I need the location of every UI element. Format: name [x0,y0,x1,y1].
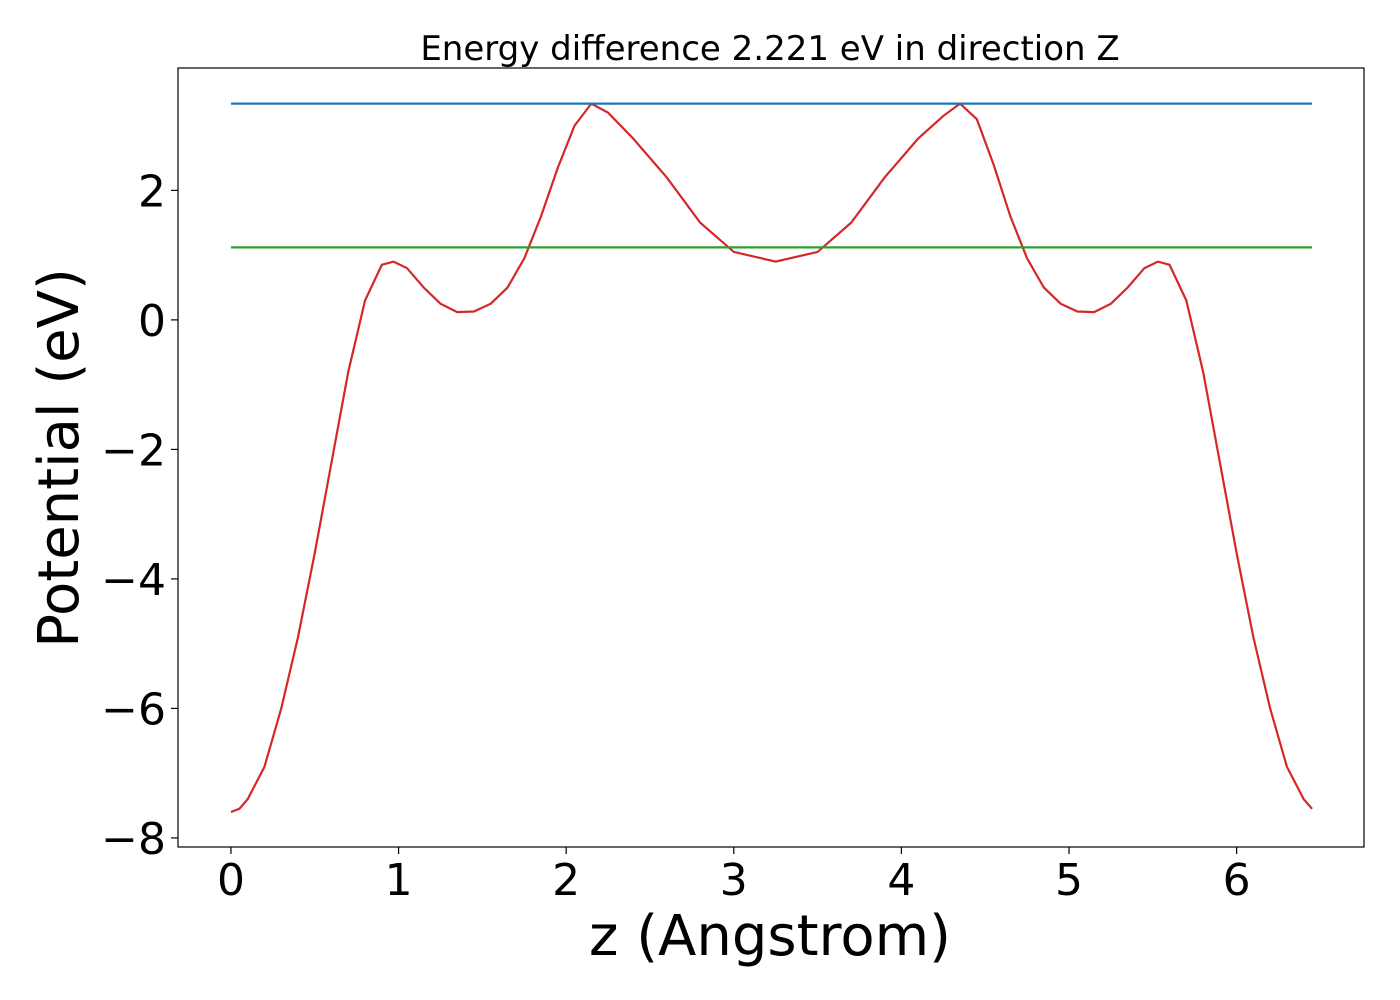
plot-frame [177,67,1365,848]
y-tick-label: 2 [138,166,166,217]
x-tick-label: 2 [552,855,580,906]
y-tick-label: −8 [101,814,166,865]
y-tick-label: −6 [101,684,166,735]
x-tick-label: 5 [1055,855,1083,906]
x-tick-label: 1 [385,855,413,906]
x-tick-label: 3 [720,855,748,906]
chart-title: Energy difference 2.221 eV in direction … [420,29,1119,69]
y-tick-label: −4 [101,555,166,606]
y-axis-label: Potential (eV) [27,268,92,648]
y-tick-label: −2 [101,425,166,476]
x-tick-label: 0 [217,855,245,906]
x-tick-label: 4 [887,855,915,906]
line [230,102,1313,814]
x-tick-label: 6 [1223,855,1251,906]
x-axis-label: z (Angstrom) [589,904,951,969]
y-tick-label: 0 [138,296,166,347]
